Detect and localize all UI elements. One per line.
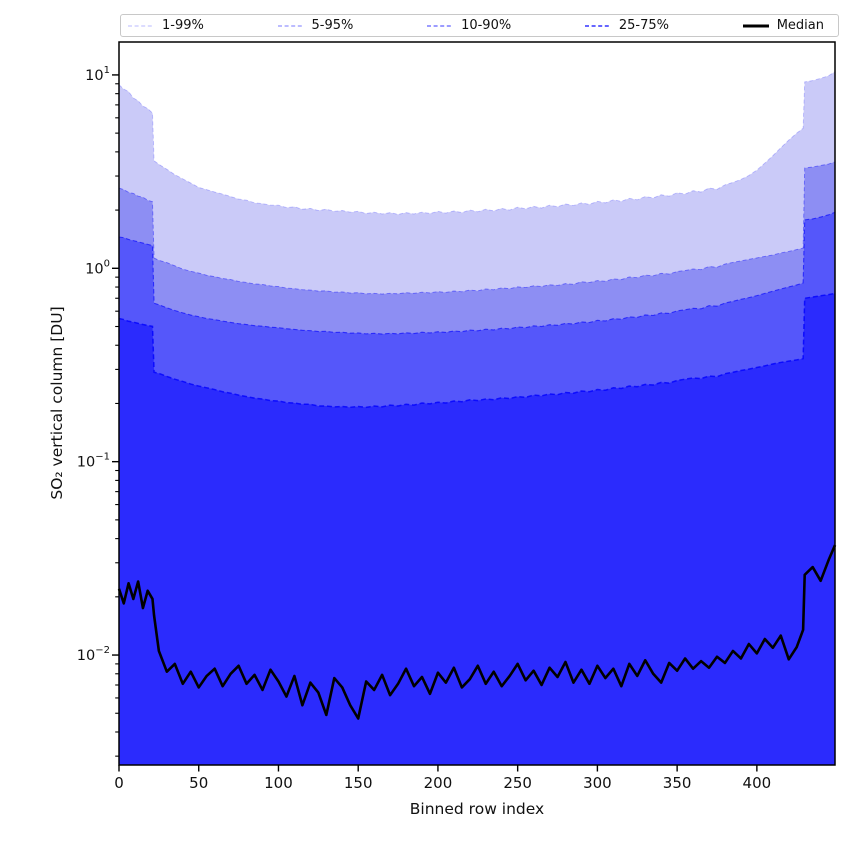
median-line bbox=[117, 544, 837, 720]
legend-label-25-75: 25-75% bbox=[618, 18, 670, 33]
legend-line-sample-median bbox=[742, 24, 769, 27]
legend-line-sample-1-99 bbox=[128, 24, 154, 27]
y-axis-label: SO₂ vertical column [DU] bbox=[48, 306, 66, 500]
legend: 1-99% 5-95% 10-90% 25-75% Median bbox=[120, 14, 839, 37]
legend-item-25-75: 25-75% bbox=[584, 18, 669, 33]
legend-item-10-90: 10-90% bbox=[426, 18, 511, 33]
percentile-line-1-99% bbox=[118, 71, 836, 215]
legend-label-median: Median bbox=[776, 18, 824, 33]
legend-item-median: Median bbox=[742, 18, 824, 33]
percentile-line-10-90% bbox=[118, 211, 836, 335]
legend-label-5-95: 5-95% bbox=[311, 18, 354, 33]
y-tick-label: 10−2 bbox=[77, 645, 110, 664]
x-tick-label: 400 bbox=[743, 774, 772, 792]
percentile-line-5-95% bbox=[118, 161, 836, 295]
x-tick-label: 0 bbox=[114, 774, 124, 792]
y-tick-label: 100 bbox=[85, 258, 110, 277]
legend-label-1-99: 1-99% bbox=[162, 18, 204, 33]
y-tick-label: 101 bbox=[85, 65, 110, 84]
legend-line-sample-10-90 bbox=[427, 24, 454, 27]
legend-line-sample-5-95 bbox=[277, 24, 304, 27]
x-tick-label: 350 bbox=[663, 774, 692, 792]
x-axis-label: Binned row index bbox=[409, 800, 545, 818]
x-tick-label: 100 bbox=[264, 774, 293, 792]
x-tick-label: 150 bbox=[344, 774, 373, 792]
legend-label-10-90: 10-90% bbox=[461, 18, 512, 33]
y-tick-label: 10−1 bbox=[77, 452, 110, 471]
x-tick-label: 200 bbox=[424, 774, 453, 792]
x-tick-label: 50 bbox=[189, 774, 208, 792]
legend-item-1-99: 1-99% bbox=[127, 18, 204, 33]
legend-item-5-95: 5-95% bbox=[277, 18, 354, 33]
legend-line-sample-25-75 bbox=[584, 24, 611, 27]
percentile-line-25-75% bbox=[118, 292, 836, 409]
x-tick-label: 300 bbox=[583, 774, 612, 792]
x-tick-label: 250 bbox=[503, 774, 532, 792]
band-25-75% bbox=[119, 293, 835, 765]
